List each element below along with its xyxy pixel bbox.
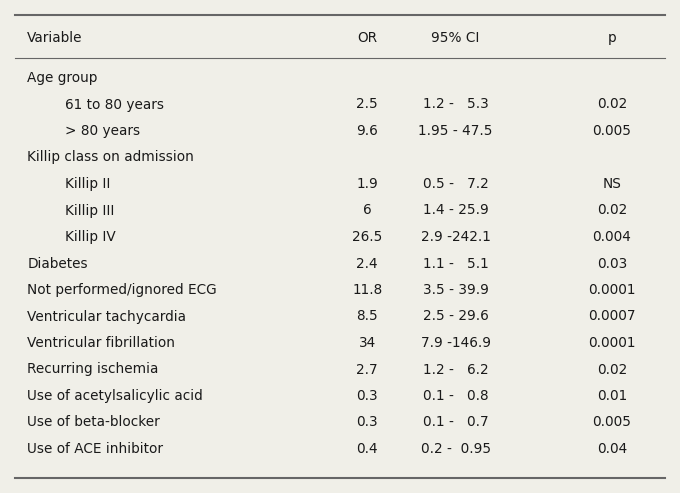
Text: 95% CI: 95% CI xyxy=(431,31,480,45)
Text: Killip IV: Killip IV xyxy=(65,230,116,244)
Text: 11.8: 11.8 xyxy=(352,283,382,297)
Text: 0.03: 0.03 xyxy=(597,256,627,271)
Text: 2.7: 2.7 xyxy=(356,362,378,377)
Text: 34: 34 xyxy=(358,336,376,350)
Text: 6: 6 xyxy=(363,204,371,217)
Text: 2.9 -242.1: 2.9 -242.1 xyxy=(421,230,490,244)
Text: 0.5 -   7.2: 0.5 - 7.2 xyxy=(423,177,488,191)
Text: 1.9: 1.9 xyxy=(356,177,378,191)
Text: 0.005: 0.005 xyxy=(592,124,632,138)
Text: Use of beta-blocker: Use of beta-blocker xyxy=(27,416,160,429)
Text: 0.02: 0.02 xyxy=(597,204,627,217)
Text: 0.04: 0.04 xyxy=(597,442,627,456)
Text: > 80 years: > 80 years xyxy=(65,124,140,138)
Text: 0.1 -   0.7: 0.1 - 0.7 xyxy=(423,416,488,429)
Text: 26.5: 26.5 xyxy=(352,230,382,244)
Text: 3.5 - 39.9: 3.5 - 39.9 xyxy=(423,283,488,297)
Text: Killip III: Killip III xyxy=(65,204,114,217)
Text: 2.4: 2.4 xyxy=(356,256,378,271)
Text: 0.4: 0.4 xyxy=(356,442,378,456)
Text: 1.2 -   6.2: 1.2 - 6.2 xyxy=(423,362,488,377)
Text: 0.2 -  0.95: 0.2 - 0.95 xyxy=(420,442,491,456)
Text: 0.1 -   0.8: 0.1 - 0.8 xyxy=(423,389,488,403)
Text: Ventricular tachycardia: Ventricular tachycardia xyxy=(27,310,186,323)
Text: NS: NS xyxy=(602,177,622,191)
Text: Diabetes: Diabetes xyxy=(27,256,88,271)
Text: 1.2 -   5.3: 1.2 - 5.3 xyxy=(423,98,488,111)
Text: 0.004: 0.004 xyxy=(592,230,632,244)
Text: Killip class on admission: Killip class on admission xyxy=(27,150,194,165)
Text: 0.3: 0.3 xyxy=(356,389,378,403)
Text: 1.95 - 47.5: 1.95 - 47.5 xyxy=(418,124,493,138)
Text: Age group: Age group xyxy=(27,71,97,85)
Text: Killip II: Killip II xyxy=(65,177,111,191)
Text: 0.0001: 0.0001 xyxy=(588,336,636,350)
Text: 0.02: 0.02 xyxy=(597,98,627,111)
Text: Ventricular fibrillation: Ventricular fibrillation xyxy=(27,336,175,350)
Text: 0.3: 0.3 xyxy=(356,416,378,429)
Text: Use of acetylsalicylic acid: Use of acetylsalicylic acid xyxy=(27,389,203,403)
Text: 9.6: 9.6 xyxy=(356,124,378,138)
Text: Not performed/ignored ECG: Not performed/ignored ECG xyxy=(27,283,217,297)
Text: Use of ACE inhibitor: Use of ACE inhibitor xyxy=(27,442,163,456)
Text: OR: OR xyxy=(357,31,377,45)
Text: 61 to 80 years: 61 to 80 years xyxy=(65,98,164,111)
Text: 1.1 -   5.1: 1.1 - 5.1 xyxy=(423,256,488,271)
Text: 0.01: 0.01 xyxy=(597,389,627,403)
Text: 7.9 -146.9: 7.9 -146.9 xyxy=(421,336,490,350)
Text: 0.02: 0.02 xyxy=(597,362,627,377)
Text: p: p xyxy=(608,31,616,45)
Text: 1.4 - 25.9: 1.4 - 25.9 xyxy=(423,204,488,217)
Text: 0.0001: 0.0001 xyxy=(588,283,636,297)
Text: 2.5 - 29.6: 2.5 - 29.6 xyxy=(423,310,488,323)
Text: 0.005: 0.005 xyxy=(592,416,632,429)
Text: 2.5: 2.5 xyxy=(356,98,378,111)
Text: Recurring ischemia: Recurring ischemia xyxy=(27,362,158,377)
Text: 0.0007: 0.0007 xyxy=(588,310,636,323)
Text: 8.5: 8.5 xyxy=(356,310,378,323)
Text: Variable: Variable xyxy=(27,31,83,45)
